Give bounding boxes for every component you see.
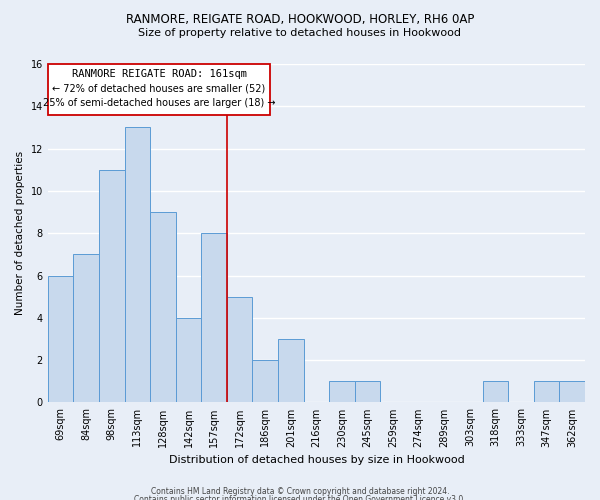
Bar (201, 233, 227, 402)
Y-axis label: Number of detached properties: Number of detached properties (15, 151, 25, 316)
Bar (534, 382, 559, 402)
Bar (48, 64, 271, 115)
Bar (99, 170, 125, 402)
Bar (482, 382, 508, 402)
Text: RANMORE REIGATE ROAD: 161sqm: RANMORE REIGATE ROAD: 161sqm (71, 68, 247, 78)
Bar (73, 254, 99, 402)
Text: Contains public sector information licensed under the Open Government Licence v3: Contains public sector information licen… (134, 495, 466, 500)
Bar (176, 318, 201, 402)
Bar (329, 382, 355, 402)
Text: Size of property relative to detached houses in Hookwood: Size of property relative to detached ho… (139, 28, 461, 38)
Bar (227, 296, 253, 403)
Bar (278, 339, 304, 402)
Bar (253, 360, 278, 403)
Text: 25% of semi-detached houses are larger (18) →: 25% of semi-detached houses are larger (… (43, 98, 275, 108)
X-axis label: Distribution of detached houses by size in Hookwood: Distribution of detached houses by size … (169, 455, 464, 465)
Bar (355, 382, 380, 402)
Bar (150, 212, 176, 402)
Text: Contains HM Land Registry data © Crown copyright and database right 2024.: Contains HM Land Registry data © Crown c… (151, 487, 449, 496)
Bar (48, 276, 73, 402)
Bar (559, 382, 585, 402)
Text: RANMORE, REIGATE ROAD, HOOKWOOD, HORLEY, RH6 0AP: RANMORE, REIGATE ROAD, HOOKWOOD, HORLEY,… (126, 12, 474, 26)
Bar (125, 128, 150, 402)
Text: ← 72% of detached houses are smaller (52): ← 72% of detached houses are smaller (52… (52, 84, 266, 94)
